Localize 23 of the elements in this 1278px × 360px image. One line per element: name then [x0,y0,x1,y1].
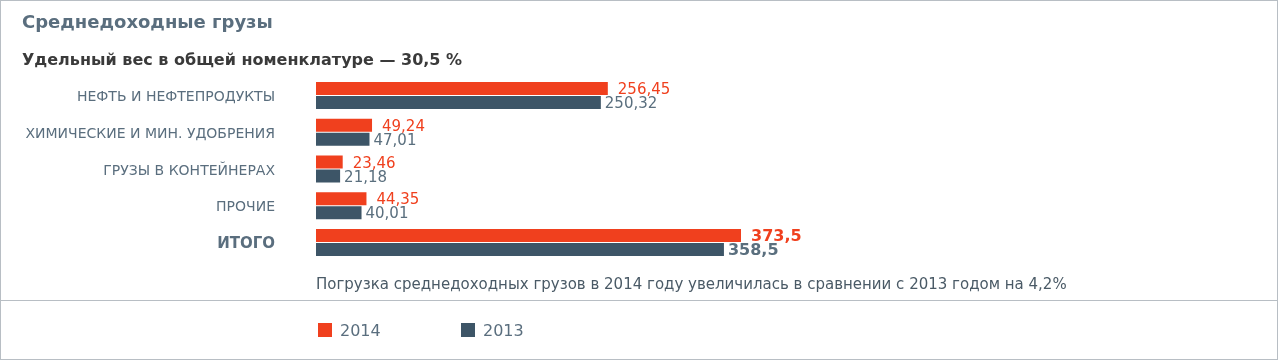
data-label: 23,46 [352,153,396,172]
y-tick-label: ИТОГО [217,234,275,252]
bar [316,206,362,220]
legend-label: 2014 [340,321,381,340]
legend-label: 2013 [483,321,524,340]
y-tick-label: ХИМИЧЕСКИЕ И МИН. УДОБРЕНИЯ [25,124,275,141]
bar [316,155,343,169]
bar [316,132,370,146]
y-tick-label: ПРОЧИЕ [216,198,275,215]
y-tick-label: НЕФТЬ И НЕФТЕПРОДУКТЫ [76,88,275,104]
bar [316,192,367,206]
bar [316,243,724,256]
data-label: 49,24 [382,116,425,135]
text: Погрузка среднедоходных грузов в 2014 году увеличилась в сравнении с 2013 годом на 4,2% [316,275,1067,293]
chart-subtitle: Удельный вес в общей номенклатуре — 30,5 % [22,50,463,69]
bar [316,229,741,242]
bar [316,169,341,183]
data-label: 358,5 [727,240,779,259]
bar [316,96,601,109]
bar [316,82,608,95]
bar [316,118,373,132]
y-tick-label: ГРУЗЫ В КОНТЕЙНЕРАХ [103,160,276,178]
text: Среднедоходные грузы [22,11,273,32]
